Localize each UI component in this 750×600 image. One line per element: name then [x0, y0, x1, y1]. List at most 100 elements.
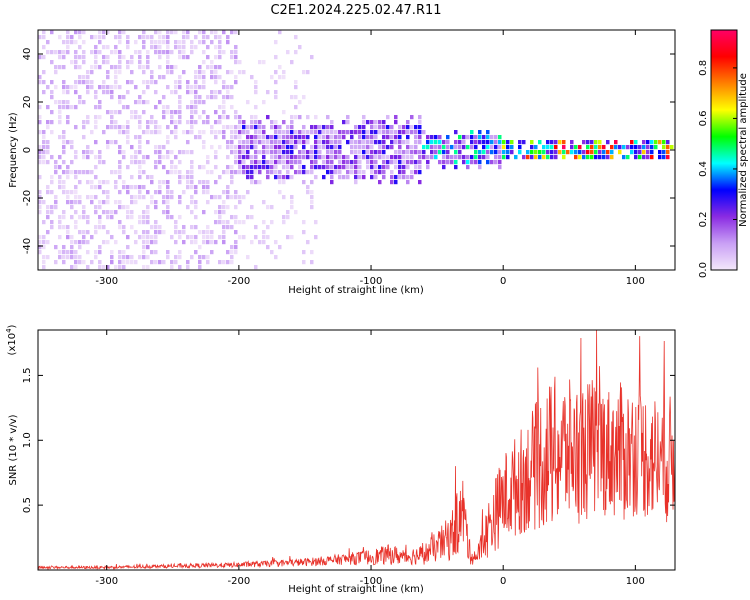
heatmap-cell — [74, 40, 78, 45]
heatmap-cell — [458, 150, 462, 155]
heatmap-cell — [226, 185, 230, 190]
heatmap-cell — [338, 155, 342, 160]
heatmap-cell — [62, 145, 66, 150]
heatmap-cell — [242, 145, 246, 150]
heatmap-cell — [518, 140, 522, 145]
x-tick-label: 100 — [626, 276, 645, 287]
heatmap-cell — [346, 120, 350, 125]
heatmap-cell — [254, 105, 258, 110]
heatmap-cell — [74, 175, 78, 180]
heatmap-cell — [146, 50, 150, 55]
heatmap-cell — [282, 70, 286, 75]
heatmap-cell — [106, 180, 110, 185]
heatmap-cell — [262, 140, 266, 145]
heatmap-cell — [502, 155, 506, 160]
heatmap-cell — [142, 90, 146, 95]
heatmap-cell — [238, 70, 242, 75]
heatmap-cell — [38, 210, 42, 215]
heatmap-cell — [474, 155, 478, 160]
heatmap-cell — [354, 130, 358, 135]
heatmap-cell — [214, 165, 218, 170]
heatmap-cell — [214, 210, 218, 215]
heatmap-cell — [122, 125, 126, 130]
heatmap-cell — [78, 45, 82, 50]
heatmap-cell — [414, 165, 418, 170]
heatmap-cell — [386, 160, 390, 165]
heatmap-cell — [102, 85, 106, 90]
heatmap-cell — [202, 130, 206, 135]
heatmap-cell — [50, 180, 54, 185]
heatmap-cell — [322, 125, 326, 130]
heatmap-cell — [482, 145, 486, 150]
heatmap-cell — [42, 245, 46, 250]
heatmap-cell — [242, 125, 246, 130]
heatmap-cell — [150, 200, 154, 205]
heatmap-cell — [42, 200, 46, 205]
heatmap-cell — [74, 170, 78, 175]
heatmap-cell — [338, 135, 342, 140]
heatmap-cell — [162, 210, 166, 215]
heatmap-cell — [230, 30, 234, 35]
heatmap-cell — [126, 125, 130, 130]
heatmap-cell — [142, 230, 146, 235]
heatmap-cell — [178, 100, 182, 105]
heatmap-cell — [142, 215, 146, 220]
heatmap-cell — [662, 150, 666, 155]
heatmap-cell — [94, 140, 98, 145]
heatmap-cell — [150, 40, 154, 45]
heatmap-cell — [118, 200, 122, 205]
heatmap-cell — [50, 30, 54, 35]
heatmap-cell — [70, 105, 74, 110]
heatmap-cell — [534, 150, 538, 155]
heatmap-cell — [130, 260, 134, 265]
heatmap-cell — [154, 190, 158, 195]
heatmap-cell — [38, 80, 42, 85]
heatmap-cell — [82, 205, 86, 210]
heatmap-cell — [70, 255, 74, 260]
heatmap-cell — [146, 220, 150, 225]
heatmap-cell — [374, 130, 378, 135]
heatmap-cell — [182, 225, 186, 230]
heatmap-cell — [578, 150, 582, 155]
heatmap-cell — [274, 165, 278, 170]
heatmap-cell — [50, 210, 54, 215]
heatmap-cell — [410, 170, 414, 175]
heatmap-cell — [42, 235, 46, 240]
heatmap-cell — [598, 155, 602, 160]
heatmap-cell — [58, 220, 62, 225]
heatmap-cell — [366, 135, 370, 140]
heatmap-cell — [594, 140, 598, 145]
heatmap-cell — [114, 80, 118, 85]
heatmap-cell — [178, 110, 182, 115]
heatmap-cell — [274, 160, 278, 165]
heatmap-cell — [90, 260, 94, 265]
heatmap-cell — [238, 160, 242, 165]
heatmap-cell — [602, 155, 606, 160]
heatmap-cell — [82, 120, 86, 125]
heatmap-cell — [126, 205, 130, 210]
heatmap-cell — [490, 145, 494, 150]
heatmap-cell — [218, 75, 222, 80]
heatmap-cell — [102, 60, 106, 65]
heatmap-cell — [58, 120, 62, 125]
heatmap-cell — [170, 195, 174, 200]
heatmap-cell — [90, 185, 94, 190]
heatmap-cell — [150, 175, 154, 180]
colorbar-tick-label: 0.2 — [698, 212, 709, 228]
heatmap-cell — [310, 165, 314, 170]
heatmap-cell — [234, 80, 238, 85]
heatmap-cell — [498, 140, 502, 145]
heatmap-cell — [418, 140, 422, 145]
heatmap-cell — [250, 135, 254, 140]
heatmap-cell — [574, 145, 578, 150]
heatmap-cell — [158, 75, 162, 80]
heatmap-cell — [286, 145, 290, 150]
heatmap-cell — [138, 235, 142, 240]
heatmap-cell — [162, 145, 166, 150]
heatmap-cell — [150, 70, 154, 75]
heatmap-cell — [418, 135, 422, 140]
heatmap-cell — [250, 240, 254, 245]
heatmap-cell — [466, 145, 470, 150]
heatmap-cell — [66, 85, 70, 90]
heatmap-cell — [158, 45, 162, 50]
